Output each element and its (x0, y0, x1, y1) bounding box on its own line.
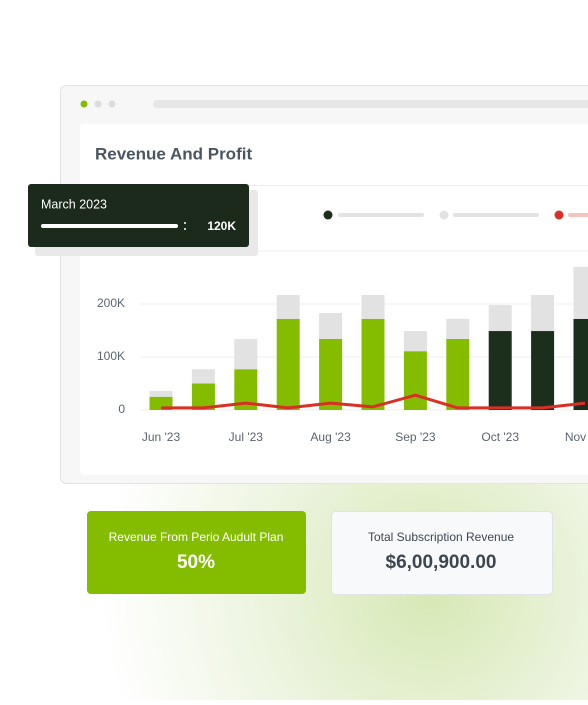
legend-dot (324, 211, 333, 220)
bar-segment (404, 351, 427, 410)
bar-segment (489, 331, 512, 410)
card-label: Total Subscription Revenue (368, 530, 514, 544)
bar-segment (531, 295, 554, 331)
legend-dot (555, 211, 564, 220)
bar-segment (362, 319, 385, 410)
tooltip-colon (184, 222, 186, 224)
legend-placeholder (338, 213, 424, 217)
tooltip (28, 184, 249, 247)
bar-segment (362, 295, 385, 319)
card-value: 50% (177, 552, 215, 573)
x-tick-label: Sep '23 (395, 430, 436, 444)
window-dot (95, 101, 102, 108)
y-tick-label: 200K (97, 296, 125, 310)
legend-placeholder (568, 213, 588, 217)
bar-segment (404, 331, 427, 351)
bar-segment (531, 331, 554, 410)
bar-segment (574, 319, 588, 410)
bar-segment (150, 391, 173, 397)
y-tick-label: 0 (118, 402, 125, 416)
tooltip-slider (41, 224, 178, 228)
bar-segment (192, 369, 215, 383)
legend-dot (440, 211, 449, 220)
bar-segment (489, 305, 512, 331)
y-tick-label: 100K (97, 349, 125, 363)
bar-segment (277, 319, 300, 410)
window-dot (109, 101, 116, 108)
x-tick-label: Oct '23 (481, 430, 519, 444)
card-value: $6,00,900.00 (386, 552, 497, 573)
x-tick-label: Jun '23 (142, 430, 181, 444)
bar-segment (446, 319, 469, 339)
tooltip-colon (184, 228, 186, 230)
bar-segment (574, 267, 588, 319)
bar-segment (234, 339, 257, 369)
chart-panel (80, 124, 588, 475)
address-bar (153, 100, 588, 108)
bar-segment (319, 313, 342, 339)
x-tick-label: Aug '23 (310, 430, 351, 444)
chart-title: Revenue And Profit (95, 144, 252, 163)
x-tick-label: Jul '23 (229, 430, 264, 444)
tooltip-label: March 2023 (41, 197, 107, 211)
bar-segment (277, 295, 300, 319)
card-label: Revenue From Perio Audult Plan (109, 530, 284, 544)
legend-placeholder (453, 213, 539, 217)
tooltip-value: 120K (207, 219, 236, 233)
x-tick-label: Nov '23 (565, 430, 588, 444)
window-dot (81, 101, 88, 108)
bar-segment (319, 339, 342, 410)
bar-segment (446, 339, 469, 410)
